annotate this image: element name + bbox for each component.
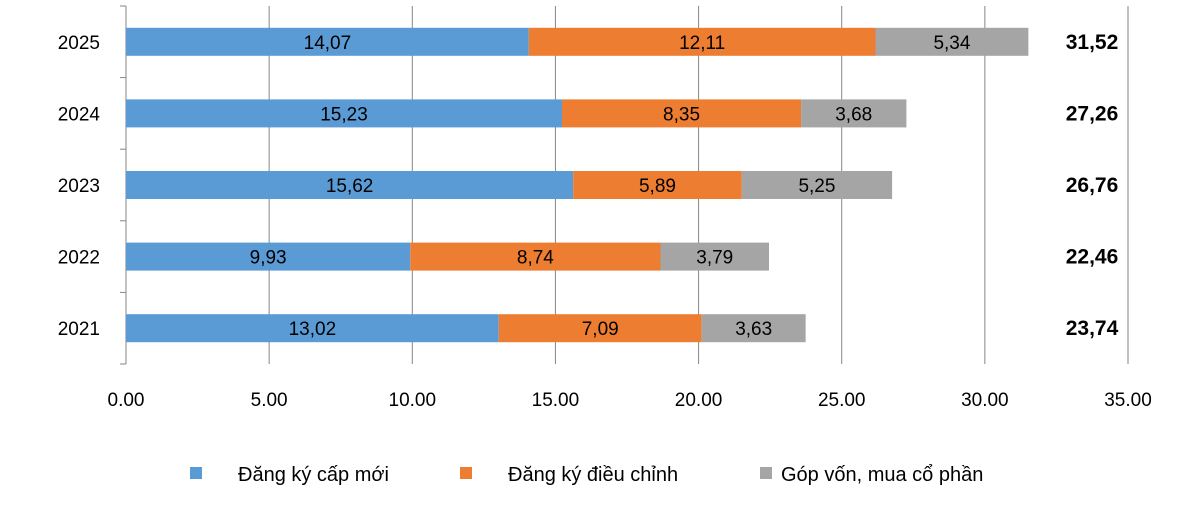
data-label: 15,62 <box>326 176 374 197</box>
legend-swatch <box>460 467 472 479</box>
total-label: 27,26 <box>1066 102 1119 125</box>
bar-segment <box>126 99 563 128</box>
legend-swatch <box>760 467 772 479</box>
data-label: 15,23 <box>320 104 368 125</box>
y-category-label: 2025 <box>58 33 100 54</box>
data-label: 13,02 <box>289 319 337 340</box>
y-category-label: 2024 <box>58 104 101 125</box>
bar-segment <box>528 27 876 56</box>
y-category-label: 2023 <box>58 176 100 197</box>
legend-label: Đăng ký cấp mới <box>238 464 389 486</box>
total-label: 22,46 <box>1066 246 1119 269</box>
bar-segment <box>126 242 411 271</box>
x-tick-label: 10.00 <box>389 390 437 411</box>
data-label: 5,25 <box>798 176 835 197</box>
bar-segment <box>573 171 742 199</box>
data-label: 5,34 <box>933 33 970 54</box>
total-label: 31,52 <box>1066 31 1119 54</box>
x-tick-label: 30.00 <box>961 390 1009 411</box>
data-label: 3,79 <box>696 248 733 269</box>
total-label: 23,74 <box>1066 317 1119 340</box>
data-label: 5,89 <box>639 176 676 197</box>
total-label: 26,76 <box>1066 174 1119 197</box>
x-tick-label: 25.00 <box>818 390 866 411</box>
data-label: 7,09 <box>582 319 619 340</box>
bar-segment <box>562 99 802 128</box>
bar-segment <box>498 314 702 343</box>
data-label: 9,93 <box>250 248 287 269</box>
bar-segment <box>126 171 574 199</box>
x-tick-label: 35.00 <box>1104 390 1152 411</box>
data-label: 3,63 <box>735 319 772 340</box>
y-category-label: 2022 <box>58 248 100 269</box>
data-label: 14,07 <box>304 33 352 54</box>
bar-segment <box>660 242 769 271</box>
legend-swatch <box>190 467 202 479</box>
data-label: 3,68 <box>835 104 872 125</box>
x-tick-label: 0.00 <box>108 390 145 411</box>
bar-segment <box>126 314 499 343</box>
data-label: 8,35 <box>663 104 700 125</box>
x-tick-label: 20.00 <box>675 390 723 411</box>
bar-segment <box>741 171 893 199</box>
data-label: 12,11 <box>679 33 725 54</box>
legend-label: Đăng ký điều chỉnh <box>508 464 678 486</box>
legend-label: Góp vốn, mua cổ phần <box>781 464 983 486</box>
bar-segment <box>801 99 907 128</box>
bar-segment <box>875 27 1029 56</box>
y-category-label: 2021 <box>58 319 100 340</box>
data-label: 8,74 <box>517 248 554 269</box>
bar-segment <box>701 314 806 343</box>
bar-segment <box>126 27 529 56</box>
x-tick-label: 5.00 <box>251 390 288 411</box>
bar-segment <box>410 242 661 271</box>
x-tick-label: 15.00 <box>532 390 580 411</box>
